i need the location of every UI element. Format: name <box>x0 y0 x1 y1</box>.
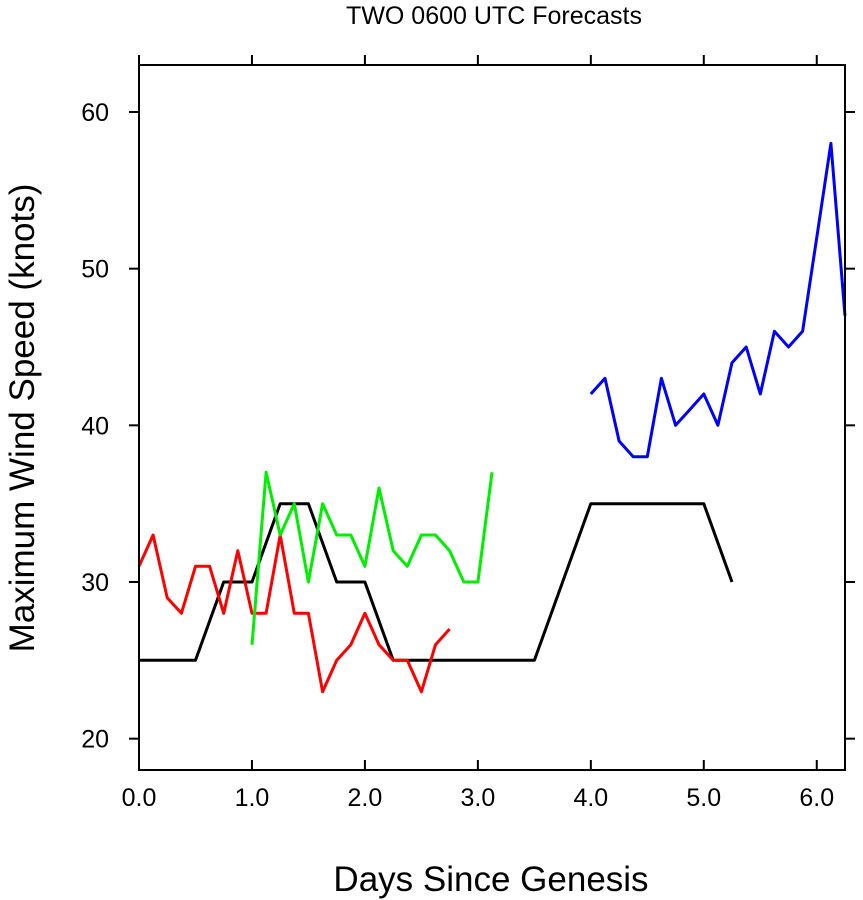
y-tick-label: 40 <box>81 412 109 440</box>
series-line-0 <box>139 502 734 662</box>
series-line-1 <box>137 533 451 694</box>
x-tick-label: 2.0 <box>348 784 383 812</box>
series-layer <box>137 141 847 694</box>
x-axis-label: Days Since Genesis <box>333 860 648 899</box>
y-tick-label: 30 <box>81 569 109 597</box>
chart-title: TWO 0600 UTC Forecasts <box>346 2 642 30</box>
y-tick-label: 20 <box>81 726 109 754</box>
plot-frame <box>138 64 846 771</box>
y-axis-label: Maximum Wind Speed (knots) <box>3 184 42 653</box>
x-tick-label: 3.0 <box>460 784 495 812</box>
x-tick-label: 5.0 <box>686 784 721 812</box>
x-tick-label: 6.0 <box>799 784 834 812</box>
x-tick-label: 4.0 <box>573 784 608 812</box>
series-line-3 <box>589 141 847 459</box>
x-tick-label: 1.0 <box>235 784 270 812</box>
y-tick-label: 60 <box>81 99 109 127</box>
series-line-2 <box>250 470 494 645</box>
y-tick-label: 50 <box>81 256 109 284</box>
x-tick-label: 0.0 <box>122 784 157 812</box>
ticks-layer: 0.0 1.0 2.0 3.0 4.0 5.0 6.0 20 30 40 50 60 <box>81 55 855 812</box>
